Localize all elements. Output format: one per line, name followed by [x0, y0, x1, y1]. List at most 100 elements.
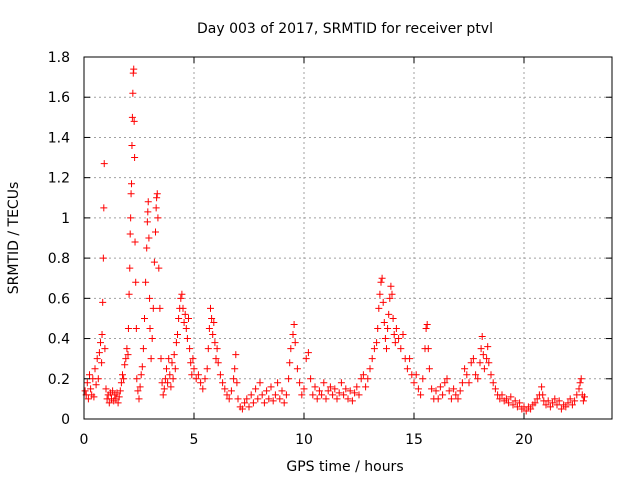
data-point: [116, 387, 124, 395]
data-point: [362, 383, 370, 391]
data-point: [373, 339, 381, 347]
data-point: [219, 379, 227, 387]
data-point: [160, 385, 168, 393]
data-point: [128, 141, 136, 149]
data-point: [238, 405, 246, 413]
data-point: [100, 160, 108, 168]
data-point: [84, 395, 92, 403]
x-tick-label: 15: [405, 432, 423, 448]
data-point: [170, 351, 178, 359]
data-point: [182, 325, 190, 332]
data-point: [127, 190, 135, 198]
data-point: [346, 387, 354, 395]
data-point: [390, 331, 398, 339]
data-point: [298, 391, 306, 399]
data-point: [166, 371, 174, 379]
data-point: [127, 214, 135, 222]
data-point: [391, 339, 399, 347]
data-point: [278, 387, 286, 395]
data-point: [527, 405, 535, 413]
data-point: [557, 405, 565, 413]
data-point: [386, 294, 394, 302]
data-point: [98, 331, 106, 339]
data-point: [487, 371, 495, 379]
data-point: [542, 401, 550, 409]
data-point: [86, 371, 93, 379]
data-point: [136, 383, 144, 391]
y-tick-label: 1.4: [48, 130, 70, 146]
data-point: [147, 355, 155, 363]
data-point: [126, 264, 134, 272]
data-point: [109, 387, 117, 395]
data-point: [290, 320, 298, 328]
data-point: [571, 397, 579, 405]
data-point: [406, 355, 414, 363]
y-tick-label: 1.8: [48, 50, 70, 66]
data-point: [392, 325, 400, 332]
data-point: [324, 387, 332, 395]
data-point: [280, 399, 288, 407]
data-point: [114, 399, 122, 407]
data-point: [359, 371, 367, 379]
data-point: [130, 65, 138, 73]
data-point: [265, 395, 273, 403]
data-point: [129, 89, 137, 97]
data-point: [181, 310, 189, 318]
data-point: [568, 401, 576, 409]
data-point: [210, 318, 218, 326]
data-point: [385, 310, 393, 318]
y-tick-label: 0.2: [48, 372, 70, 388]
data-point: [452, 391, 460, 399]
data-point: [351, 389, 359, 397]
y-tick-label: 0.6: [48, 291, 70, 307]
data-point: [214, 359, 222, 367]
data-point: [412, 371, 420, 379]
data-point: [376, 290, 384, 298]
data-point: [223, 391, 231, 399]
data-point: [247, 391, 255, 399]
data-point: [555, 397, 563, 405]
x-tick-label: 5: [190, 432, 199, 448]
data-point: [234, 395, 242, 403]
data-point: [432, 387, 440, 395]
data-point: [309, 391, 317, 399]
data-point: [146, 325, 154, 332]
data-point: [366, 365, 374, 373]
data-point: [142, 278, 150, 286]
data-point: [307, 375, 315, 383]
data-point: [201, 375, 209, 383]
data-point: [474, 375, 482, 383]
ticks-layer: 0 0.2 0.4 0.6 0.8 1 1.2 1.4 1.6 1.8 0 5 10 15 20: [48, 50, 612, 448]
data-point: [549, 399, 557, 407]
data-point: [461, 365, 469, 373]
data-point: [441, 379, 449, 387]
data-point: [381, 335, 389, 343]
data-point: [443, 375, 451, 383]
data-point: [425, 365, 433, 373]
data-point: [90, 393, 98, 401]
data-point: [538, 383, 546, 391]
data-point: [141, 314, 148, 322]
data-point: [340, 391, 348, 399]
data-point: [389, 314, 397, 322]
data-point: [149, 304, 157, 312]
data-point: [378, 274, 386, 282]
data-point: [467, 359, 475, 367]
data-point: [335, 389, 343, 397]
data-point: [439, 391, 447, 399]
data-point: [478, 333, 486, 341]
data-point: [207, 304, 214, 312]
data-point: [424, 345, 432, 353]
data-point: [322, 395, 330, 403]
data-point: [498, 391, 506, 399]
data-point: [179, 304, 187, 312]
data-point: [566, 395, 574, 403]
data-point: [282, 391, 290, 399]
data-point: [144, 198, 152, 206]
data-point: [146, 294, 154, 302]
data-point: [348, 397, 356, 405]
data-point: [99, 254, 107, 262]
x-axis-label: GPS time / hours: [286, 459, 403, 475]
data-point: [522, 407, 530, 415]
data-point: [123, 345, 131, 353]
